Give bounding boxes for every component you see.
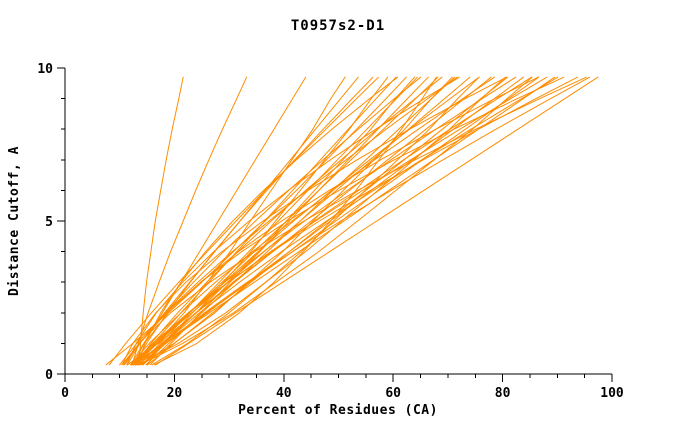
model-curve	[142, 76, 559, 366]
plot-title: T0957s2-D1	[291, 18, 385, 34]
model-curve	[126, 76, 565, 366]
model-curve	[105, 76, 407, 366]
model-curve	[139, 76, 453, 366]
model-curve	[132, 76, 346, 366]
model-curve	[121, 76, 507, 366]
model-curve	[130, 76, 492, 366]
axis-line	[64, 68, 612, 375]
model-curve	[131, 76, 248, 366]
x-tick-label: 60	[385, 386, 401, 401]
model-curve	[142, 76, 591, 366]
y-tick-label: 5	[45, 215, 53, 230]
y-axis-label: Distance Cutoff, A	[7, 146, 22, 296]
x-tick-label: 40	[276, 386, 292, 401]
y-tick-label: 0	[45, 368, 53, 383]
model-curve	[123, 76, 587, 366]
x-tick-label: 0	[61, 386, 69, 401]
model-curve	[141, 76, 533, 366]
model-curve	[130, 76, 495, 366]
axis-ticks	[57, 67, 613, 382]
model-curve	[132, 76, 556, 366]
model-curve	[137, 76, 506, 366]
x-axis-label: Percent of Residues (CA)	[238, 403, 438, 418]
model-curve	[130, 76, 471, 366]
model-curves	[105, 76, 599, 366]
axes	[64, 68, 612, 375]
model-curve	[135, 76, 443, 366]
model-curve	[135, 76, 389, 366]
model-curve	[139, 76, 533, 366]
x-tick-label: 100	[600, 386, 624, 401]
model-curve	[134, 76, 439, 366]
x-tick-label: 80	[495, 386, 511, 401]
x-tick-label: 20	[167, 386, 183, 401]
model-curve	[126, 76, 460, 366]
model-curve	[137, 76, 524, 366]
y-tick-label: 10	[37, 62, 53, 77]
model-curve	[108, 76, 379, 366]
model-curve	[155, 76, 599, 366]
